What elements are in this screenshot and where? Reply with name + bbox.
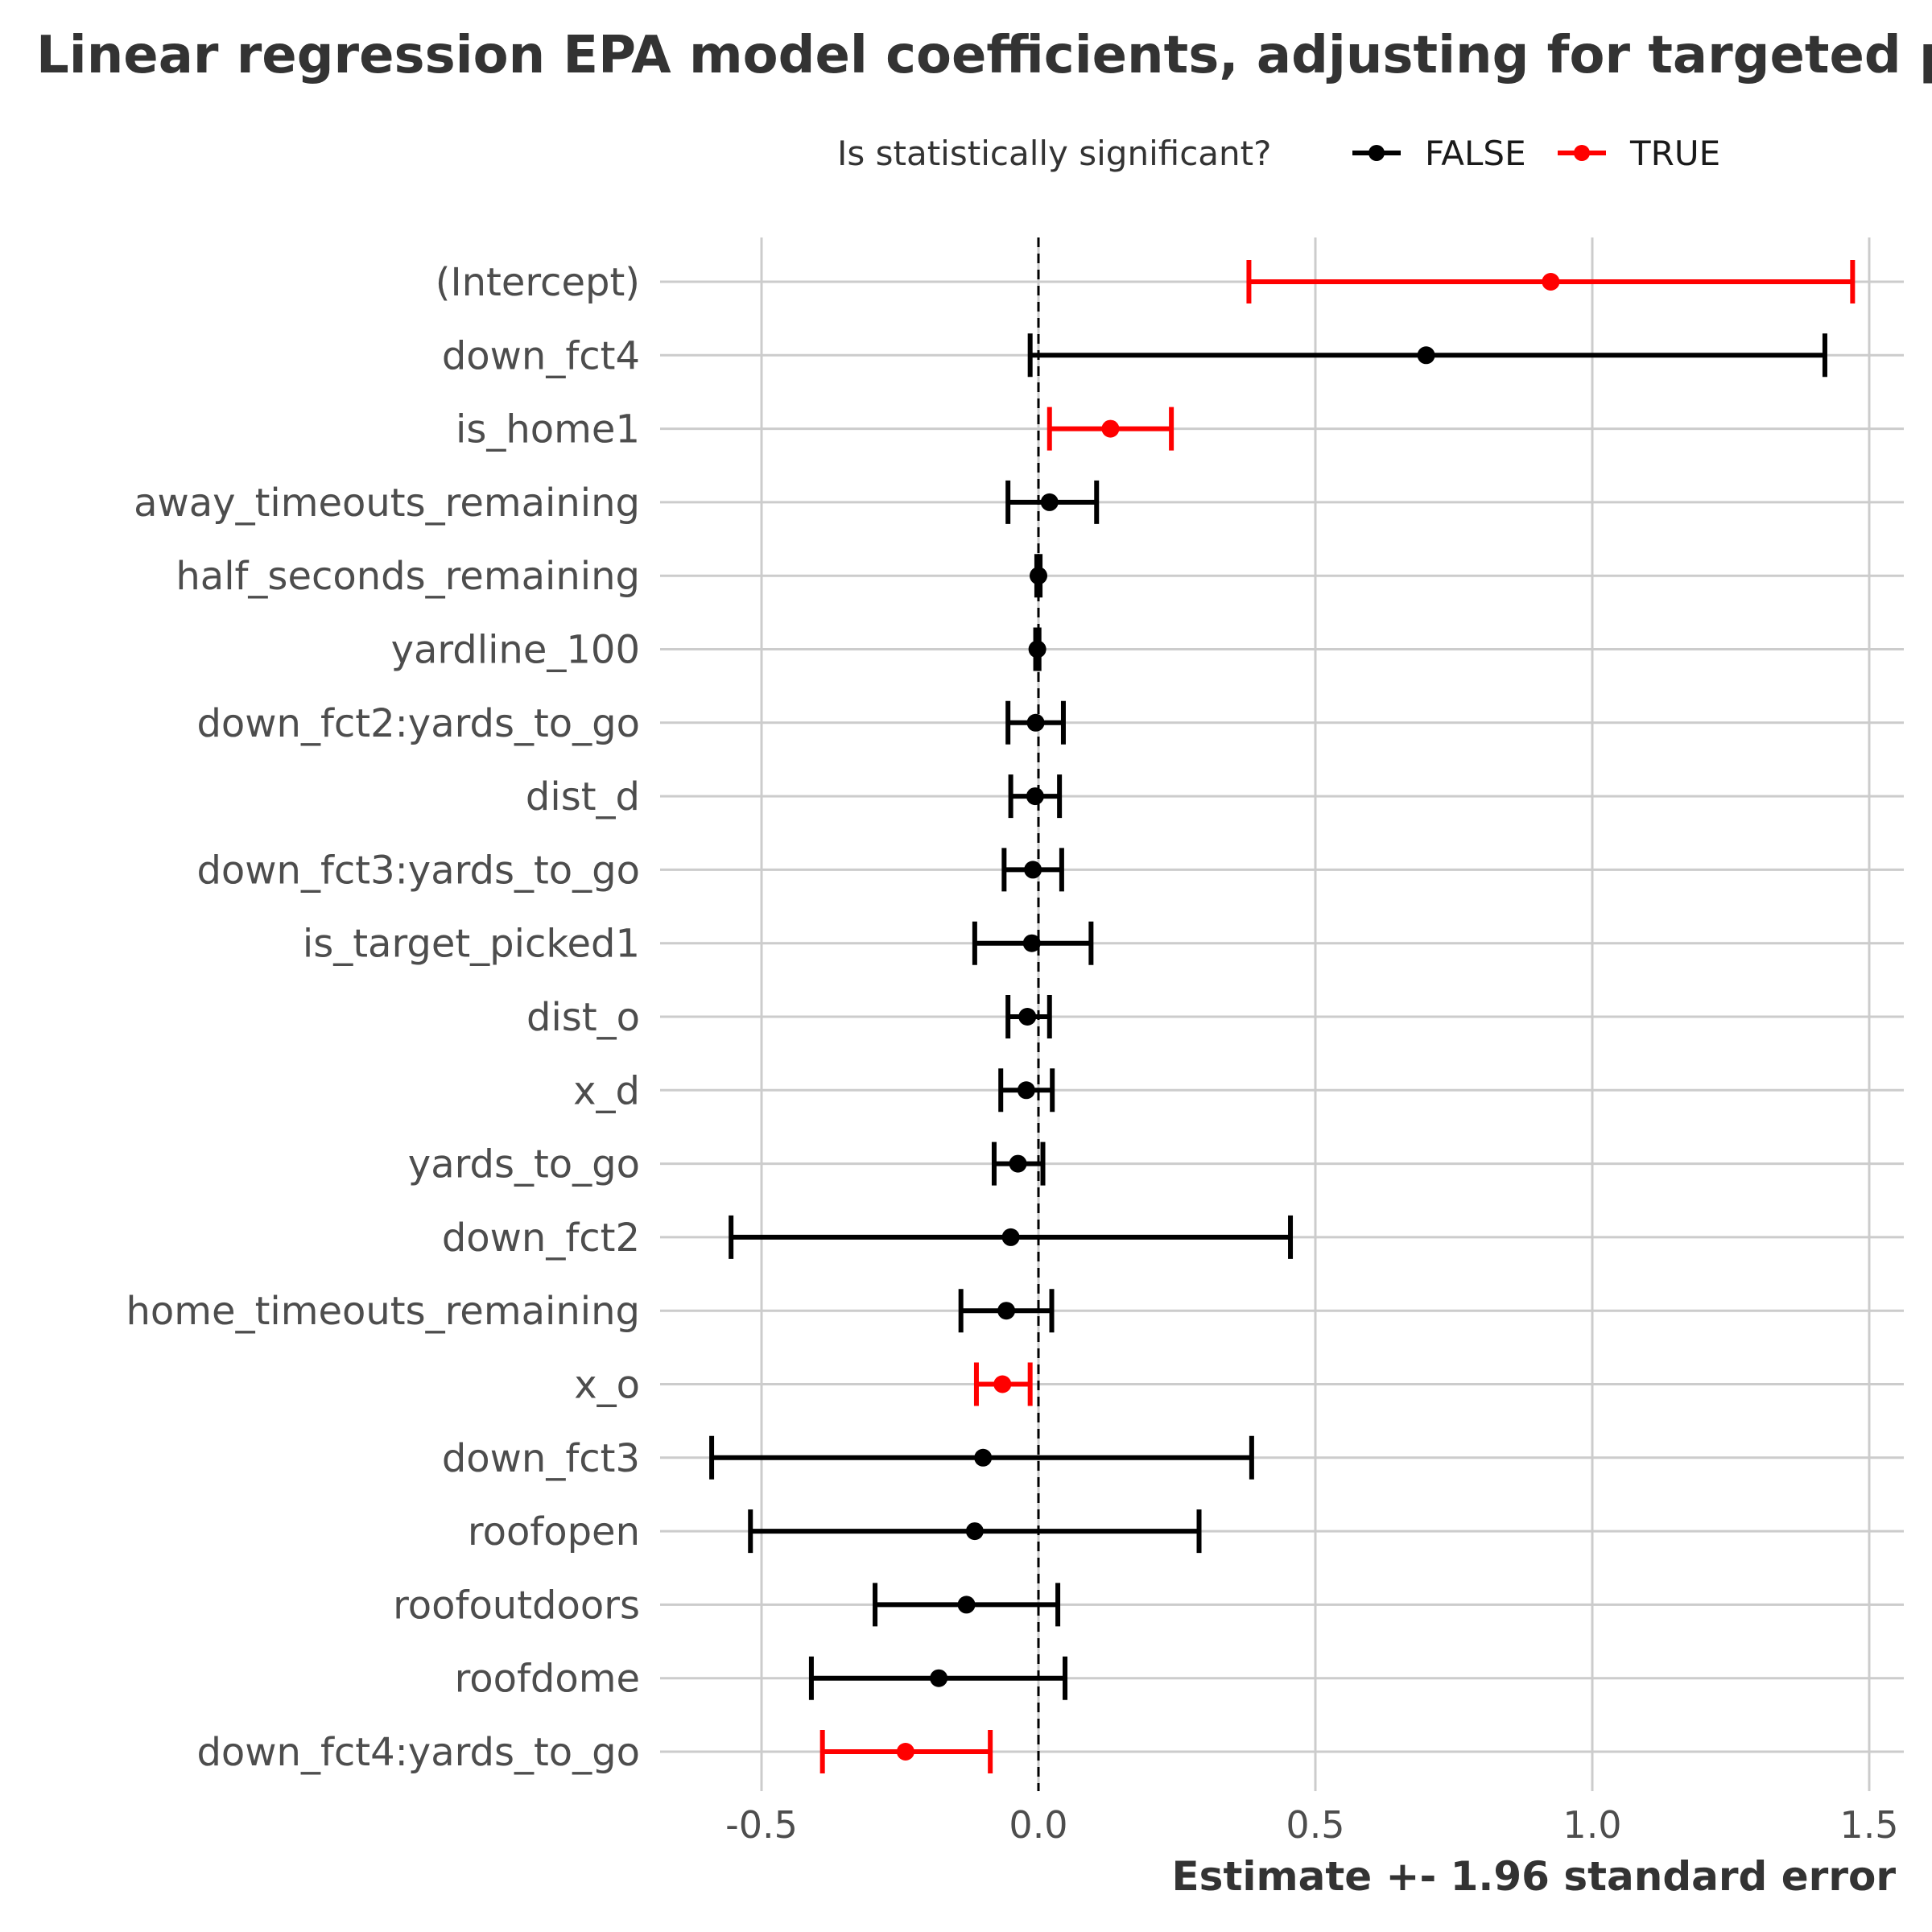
legend-entry-true: TRUE (1558, 134, 1720, 173)
estimate-point (1040, 493, 1059, 511)
error-bar-dist-o (1005, 995, 1052, 1038)
y-tick-label: is_target_picked1 (303, 922, 640, 967)
error-bar-dist-d (1008, 774, 1063, 819)
estimate-point (1024, 861, 1042, 879)
legend-label: FALSE (1425, 134, 1526, 173)
estimate-point (1026, 787, 1044, 806)
error-bar-down-fct2-yards-to-go (1005, 700, 1066, 745)
y-axis-labels: (Intercept) down_fct4 is_home1 away_timeout… (126, 260, 640, 1775)
error-bar-down-fct4-yards-to-go (819, 1730, 993, 1773)
estimate-point (930, 1669, 948, 1687)
chart-title: Linear regression EPA model coefficients… (36, 26, 1932, 85)
estimate-point (1542, 273, 1560, 291)
error-bars (709, 260, 1856, 1773)
legend-key-point (1574, 145, 1590, 161)
estimate-point (896, 1743, 914, 1761)
y-tick-label: yardline_100 (391, 628, 640, 673)
y-tick-label: x_d (573, 1068, 640, 1113)
estimate-point (1101, 419, 1120, 438)
x-tick-label: 0.5 (1286, 1803, 1344, 1847)
y-tick-label: is_home1 (456, 407, 640, 452)
y-tick-label: roofoutdoors (393, 1583, 640, 1628)
estimate-point (965, 1522, 984, 1541)
y-tick-label: down_fct3 (442, 1436, 640, 1481)
error-bar-x-d (998, 1068, 1055, 1113)
error-bar-roofdome (808, 1656, 1068, 1700)
estimate-point (993, 1375, 1012, 1393)
estimate-point (1022, 934, 1041, 952)
y-tick-label: down_fct3:yards_to_go (196, 848, 640, 893)
y-tick-label: down_fct4:yards_to_go (196, 1730, 640, 1775)
y-tick-label: yards_to_go (408, 1142, 640, 1187)
error-bar-down-fct4 (1027, 333, 1827, 378)
error-bar-roofoutdoors (873, 1583, 1061, 1627)
error-bar-down-fct3-yards-to-go (1001, 848, 1064, 892)
error-bar-intercept (1246, 260, 1856, 303)
x-tick-label: 1.0 (1563, 1803, 1621, 1847)
estimate-point (1001, 1228, 1020, 1246)
y-tick-label: x_o (574, 1363, 640, 1408)
error-bar-down-fct2 (729, 1215, 1294, 1259)
estimate-point (974, 1448, 993, 1467)
y-tick-label: half_seconds_remaining (175, 554, 640, 599)
x-axis-ticks: -0.5 0.0 0.5 1.0 1.5 (725, 1803, 1898, 1847)
legend-key-point (1368, 145, 1385, 161)
estimate-point (1028, 640, 1046, 658)
y-tick-label: roofopen (468, 1509, 640, 1554)
error-bar-yards-to-go (991, 1141, 1046, 1186)
x-axis-label: Estimate +- 1.96 standard error (1172, 1853, 1897, 1900)
x-tick-label: 0.0 (1009, 1803, 1067, 1847)
error-bar-x-o (973, 1362, 1033, 1406)
estimate-point (1018, 1008, 1037, 1026)
y-tick-label: (Intercept) (436, 260, 640, 305)
legend-title: Is statistically significant? (837, 134, 1271, 173)
estimate-point (1026, 713, 1045, 732)
error-bar-home-timeouts-remaining (958, 1289, 1055, 1333)
y-tick-label: down_fct2:yards_to_go (196, 701, 640, 746)
y-tick-label: down_fct4 (442, 333, 640, 378)
y-tick-label: roofdome (455, 1657, 640, 1702)
error-bar-half-seconds-remaining (1030, 554, 1047, 598)
estimate-point (1017, 1081, 1035, 1100)
error-bar-away-timeouts-remaining (1005, 480, 1100, 524)
y-tick-label: down_fct2 (442, 1216, 640, 1261)
legend: Is statistically significant? FALSE TRUE (837, 134, 1720, 173)
error-bar-roofopen (748, 1509, 1202, 1554)
error-bar-is-target-picked1 (972, 921, 1094, 965)
error-bar-yardline-100 (1028, 627, 1046, 671)
estimate-point (1030, 567, 1047, 585)
y-tick-label: home_timeouts_remaining (126, 1289, 640, 1334)
y-tick-label: dist_d (526, 774, 640, 819)
legend-entry-false: FALSE (1352, 134, 1526, 173)
error-bar-is-home1 (1046, 407, 1174, 451)
estimate-point (997, 1302, 1016, 1320)
grid (660, 237, 1904, 1791)
estimate-point (957, 1596, 976, 1614)
y-tick-label: dist_o (526, 995, 640, 1040)
estimate-point (1417, 346, 1435, 365)
legend-label: TRUE (1629, 134, 1720, 173)
y-tick-label: away_timeouts_remaining (134, 481, 640, 526)
estimate-point (1009, 1154, 1027, 1173)
error-bar-down-fct3 (709, 1435, 1254, 1480)
x-tick-label: 1.5 (1839, 1803, 1898, 1847)
x-tick-label: -0.5 (725, 1803, 798, 1847)
